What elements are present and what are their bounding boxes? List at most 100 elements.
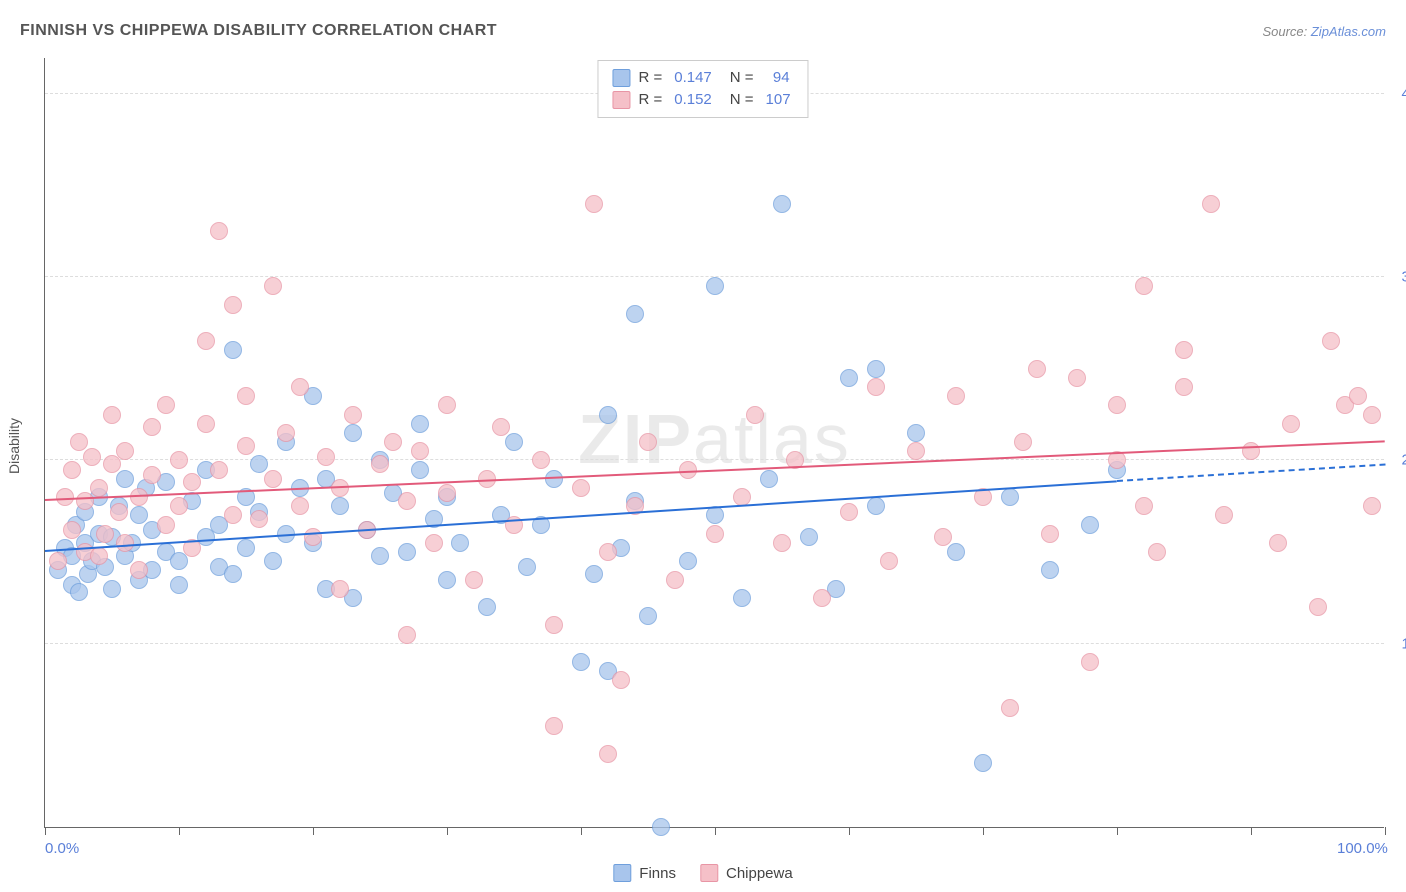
scatter-point	[411, 461, 429, 479]
scatter-point	[70, 583, 88, 601]
scatter-point	[63, 521, 81, 539]
scatter-point	[585, 195, 603, 213]
stats-legend: R = 0.147 N = 94 R = 0.152 N = 107	[597, 60, 808, 118]
scatter-point	[1215, 506, 1233, 524]
scatter-point	[773, 534, 791, 552]
scatter-point	[599, 406, 617, 424]
ytick-label: 30.0%	[1401, 269, 1406, 286]
scatter-point	[170, 576, 188, 594]
scatter-point	[237, 387, 255, 405]
scatter-point	[1041, 561, 1059, 579]
scatter-point	[210, 222, 228, 240]
xtick	[1117, 827, 1118, 835]
scatter-point	[157, 396, 175, 414]
scatter-point	[545, 616, 563, 634]
scatter-point	[224, 565, 242, 583]
scatter-point	[237, 539, 255, 557]
scatter-point	[599, 543, 617, 561]
legend-item-chippewa: Chippewa	[700, 864, 793, 882]
ytick-label: 20.0%	[1401, 452, 1406, 469]
n-label: N =	[730, 67, 754, 89]
scatter-point	[250, 455, 268, 473]
scatter-point	[1108, 396, 1126, 414]
scatter-point	[398, 626, 416, 644]
scatter-point	[478, 598, 496, 616]
source-prefix: Source:	[1262, 24, 1310, 39]
scatter-point	[1202, 195, 1220, 213]
scatter-point	[224, 341, 242, 359]
scatter-point	[291, 497, 309, 515]
bottom-legend: Finns Chippewa	[613, 864, 792, 882]
scatter-point	[706, 506, 724, 524]
xtick	[581, 827, 582, 835]
scatter-point	[70, 433, 88, 451]
scatter-point	[344, 424, 362, 442]
r-value-chippewa: 0.152	[670, 89, 716, 111]
scatter-point	[1148, 543, 1166, 561]
scatter-point	[1001, 488, 1019, 506]
r-label: R =	[638, 89, 662, 111]
scatter-point	[371, 455, 389, 473]
scatter-point	[907, 442, 925, 460]
scatter-point	[83, 448, 101, 466]
scatter-point	[585, 565, 603, 583]
scatter-point	[90, 547, 108, 565]
legend-label-finns: Finns	[639, 865, 676, 882]
scatter-point	[612, 671, 630, 689]
scatter-point	[706, 277, 724, 295]
n-label: N =	[730, 89, 754, 111]
scatter-point	[411, 442, 429, 460]
scatter-point	[1309, 598, 1327, 616]
scatter-point	[1322, 332, 1340, 350]
scatter-point	[1269, 534, 1287, 552]
scatter-point	[760, 470, 778, 488]
xtick	[1251, 827, 1252, 835]
scatter-point	[116, 470, 134, 488]
scatter-point	[264, 552, 282, 570]
n-value-chippewa: 107	[762, 89, 794, 111]
plot-area: ZIPatlas 10.0%20.0%30.0%40.0%0.0%100.0%	[44, 58, 1384, 828]
scatter-point	[197, 415, 215, 433]
scatter-point	[103, 580, 121, 598]
scatter-point	[103, 406, 121, 424]
scatter-point	[398, 492, 416, 510]
scatter-point	[1135, 277, 1153, 295]
scatter-point	[264, 277, 282, 295]
legend-swatch-finns	[613, 864, 631, 882]
xtick	[715, 827, 716, 835]
scatter-point	[170, 497, 188, 515]
scatter-point	[143, 466, 161, 484]
scatter-point	[706, 525, 724, 543]
r-value-finns: 0.147	[670, 67, 716, 89]
xtick	[447, 827, 448, 835]
scatter-point	[331, 580, 349, 598]
scatter-point	[1001, 699, 1019, 717]
scatter-point	[1041, 525, 1059, 543]
scatter-point	[1014, 433, 1032, 451]
scatter-point	[1135, 497, 1153, 515]
gridline	[45, 643, 1384, 644]
scatter-point	[425, 534, 443, 552]
scatter-point	[143, 418, 161, 436]
scatter-point	[532, 451, 550, 469]
scatter-point	[1175, 378, 1193, 396]
xtick	[45, 827, 46, 835]
scatter-point	[800, 528, 818, 546]
swatch-chippewa	[612, 91, 630, 109]
n-value-finns: 94	[762, 67, 794, 89]
scatter-point	[746, 406, 764, 424]
scatter-point	[304, 528, 322, 546]
xtick	[179, 827, 180, 835]
scatter-point	[1363, 406, 1381, 424]
xtick	[1385, 827, 1386, 835]
scatter-point	[947, 387, 965, 405]
source-link[interactable]: ZipAtlas.com	[1311, 24, 1386, 39]
scatter-point	[867, 360, 885, 378]
scatter-point	[679, 552, 697, 570]
xtick-label: 100.0%	[1337, 840, 1388, 857]
scatter-point	[773, 195, 791, 213]
scatter-point	[264, 470, 282, 488]
scatter-point	[840, 369, 858, 387]
gridline	[45, 459, 1384, 460]
scatter-point	[1081, 653, 1099, 671]
